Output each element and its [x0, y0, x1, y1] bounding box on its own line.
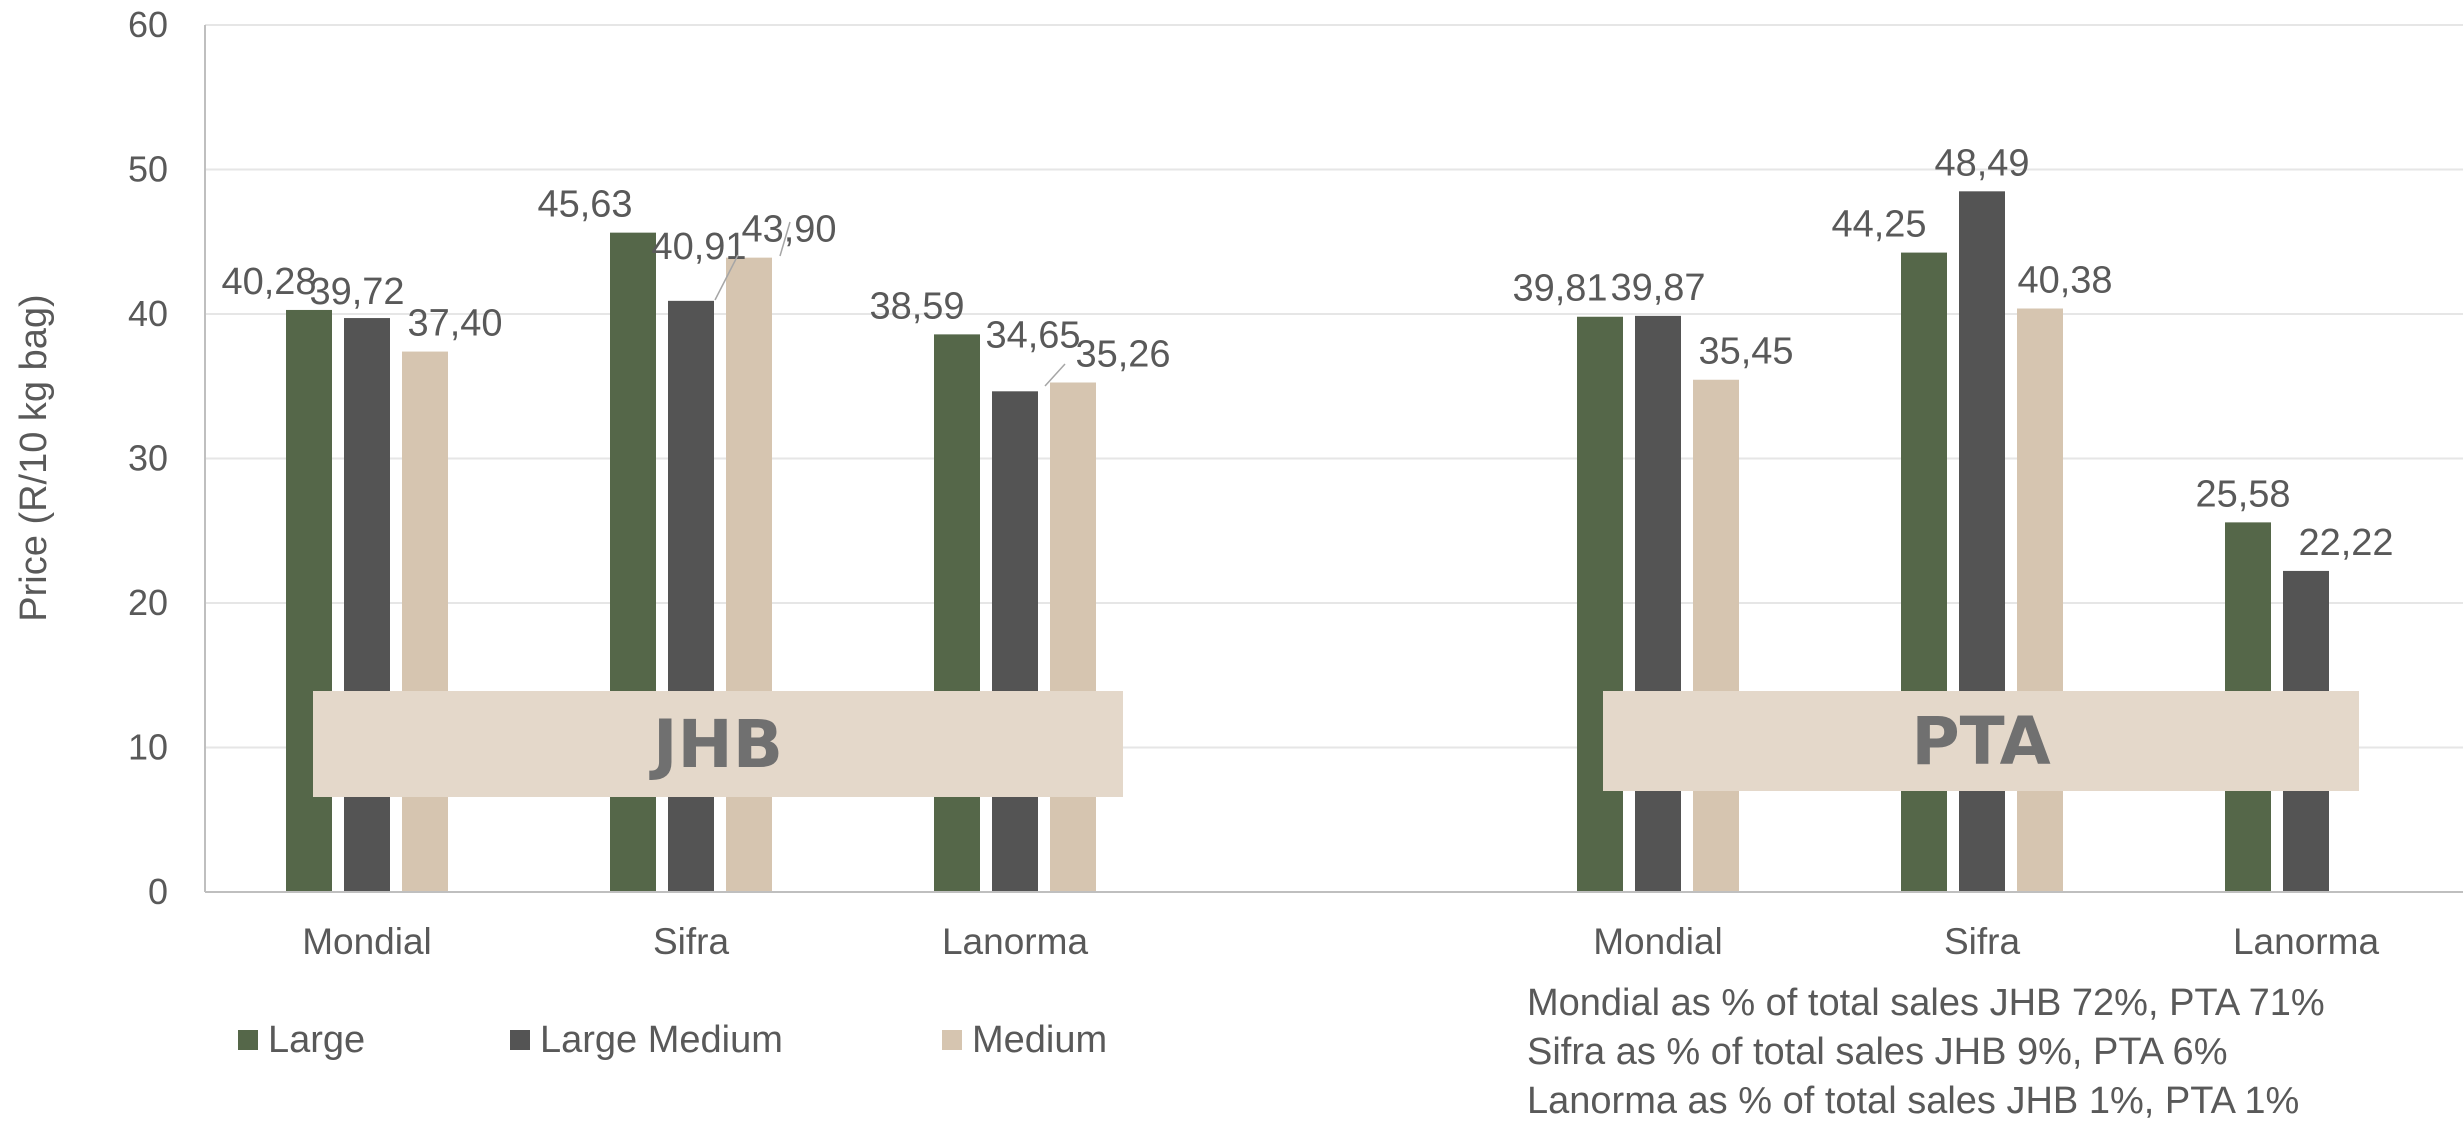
data-label: 40,38	[2017, 260, 2112, 302]
data-label: 38,59	[869, 285, 964, 327]
bar-large	[1577, 316, 1623, 893]
data-label: 39,81	[1512, 268, 1607, 310]
bar-large	[286, 309, 332, 893]
data-label: 45,63	[537, 184, 632, 226]
bar-large	[934, 334, 980, 892]
data-label: 39,72	[309, 271, 404, 313]
bar-medium	[402, 351, 448, 892]
data-label: 35,45	[1698, 331, 1793, 373]
x-category-label: Lanorma	[942, 921, 1088, 962]
data-label: 43,90	[741, 209, 836, 251]
annotations: Mondial as % of total sales JHB 72%, PTA…	[1527, 982, 2325, 1121]
data-label: 34,65	[985, 314, 1080, 356]
data-label: 22,22	[2298, 522, 2393, 564]
leader-line	[779, 221, 791, 257]
x-category-label: Sifra	[1944, 921, 2021, 962]
annotation-line: Mondial as % of total sales JHB 72%, PTA…	[1527, 982, 2325, 1024]
legend-label: Medium	[972, 1019, 1107, 1061]
gridlines	[205, 24, 2463, 749]
legend-label: Large Medium	[540, 1019, 783, 1061]
data-label: 40,91	[651, 226, 746, 268]
bar-large-medium	[344, 318, 390, 892]
y-tick-label: 60	[128, 4, 168, 45]
data-label: 44,25	[1831, 204, 1926, 246]
y-axis-title: Price (R/10 kg bag)	[13, 294, 55, 621]
legend-swatch	[510, 1030, 530, 1050]
group-band-pta	[1603, 691, 2359, 791]
x-category-label: Mondial	[1593, 921, 1723, 962]
annotation-line: Sifra as % of total sales JHB 9%, PTA 6%	[1527, 1031, 2227, 1073]
bar-large-medium	[668, 300, 714, 893]
legend-swatch	[238, 1030, 258, 1050]
group-band-jhb	[313, 691, 1123, 797]
x-category-label: Lanorma	[2233, 921, 2379, 962]
data-label: 39,87	[1610, 267, 1705, 309]
y-tick-label: 10	[128, 727, 168, 768]
group-label: JHB	[649, 706, 783, 783]
legend-label: Large	[268, 1019, 365, 1061]
data-label: 25,58	[2195, 473, 2290, 515]
bar-large-medium	[992, 391, 1038, 892]
y-tick-label: 40	[128, 293, 168, 334]
data-label: 40,28	[221, 261, 316, 303]
data-label: 48,49	[1934, 142, 2029, 184]
leader-line	[1044, 363, 1066, 387]
group-label: PTA	[1911, 703, 2050, 780]
legend-swatch	[942, 1030, 962, 1050]
bar-medium	[2017, 308, 2063, 892]
bar-medium	[1693, 379, 1739, 892]
bar-medium	[1050, 382, 1096, 892]
data-label: 37,40	[407, 303, 502, 345]
y-tick-label: 20	[128, 582, 168, 623]
data-label: 35,26	[1075, 333, 1170, 375]
bar-large	[1901, 252, 1947, 892]
x-category-label: Mondial	[302, 921, 432, 962]
legend: Large Large Medium Medium	[238, 1019, 1107, 1061]
leader-line	[714, 254, 739, 301]
x-category-label: Sifra	[653, 921, 730, 962]
annotation-line: Lanorma as % of total sales JHB 1%, PTA …	[1527, 1080, 2299, 1121]
axes: 0 10 20 30 40 50 60 Price (R/10 kg bag) Mondial S…	[13, 4, 2463, 962]
y-tick-label: 50	[128, 149, 168, 190]
y-tick-label: 30	[128, 438, 168, 479]
group-bands: JHB PTA	[313, 691, 2359, 797]
y-tick-label: 0	[148, 871, 168, 912]
bar-large-medium	[1635, 315, 1681, 892]
